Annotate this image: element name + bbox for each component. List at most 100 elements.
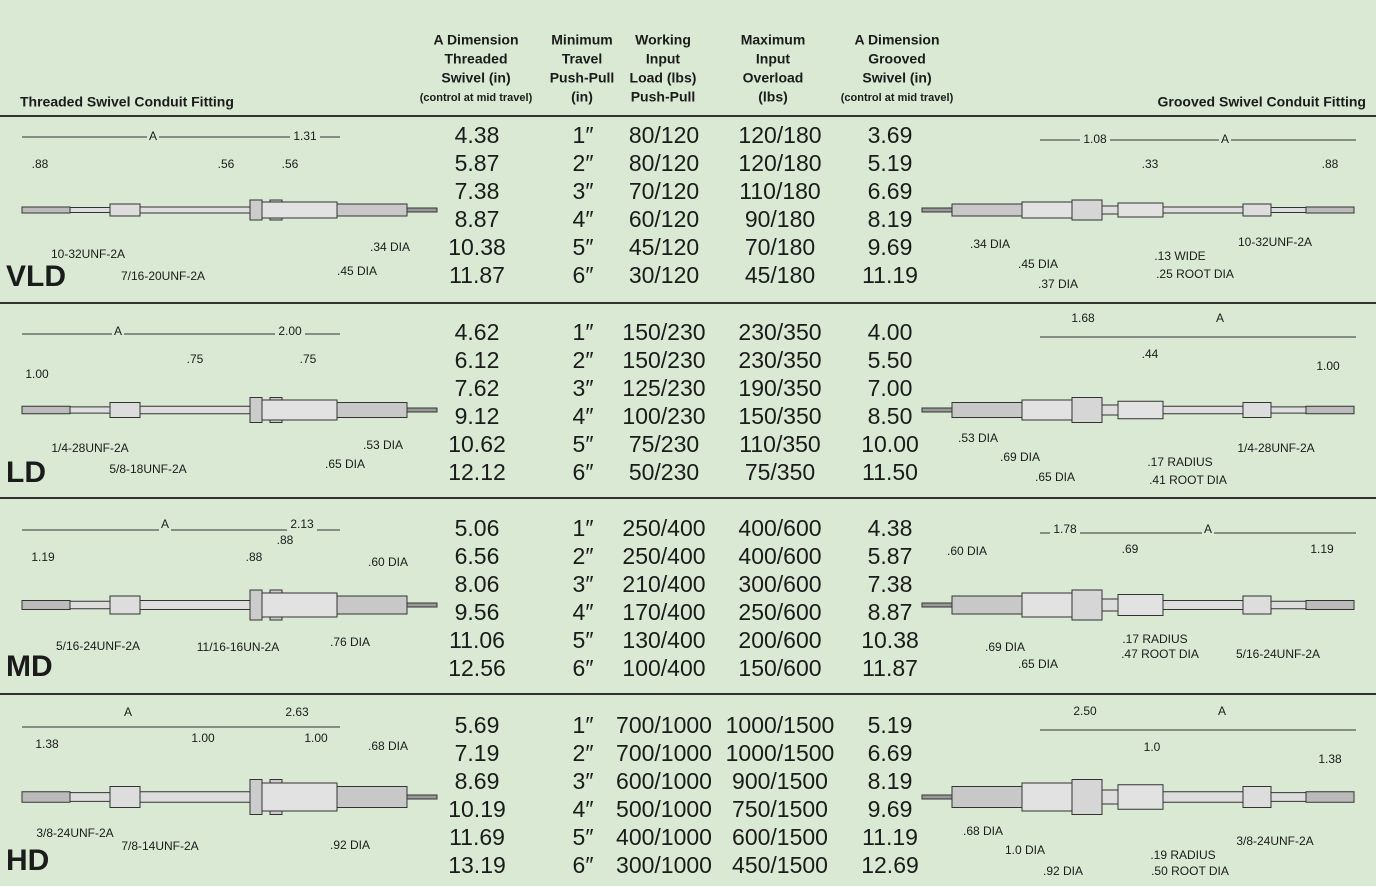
- rod: [140, 406, 250, 414]
- drawing-label: A: [1216, 311, 1224, 325]
- cell: 3″: [573, 178, 594, 204]
- cell: 230/350: [738, 347, 821, 373]
- cell: 5″: [573, 627, 594, 653]
- cell: 150/600: [738, 655, 821, 681]
- drawing-label: 1.19: [31, 550, 55, 564]
- cell: 6″: [573, 852, 594, 878]
- body: [1243, 204, 1271, 216]
- drawing-label: 7/8-14UNF-2A: [121, 839, 198, 853]
- cell: 9.56: [455, 599, 500, 625]
- cell: 11.87: [862, 655, 918, 681]
- cell: 12.69: [861, 852, 919, 878]
- drawing-label: A: [114, 324, 122, 338]
- drawing-label: .33: [1142, 157, 1159, 171]
- drawing-label: 1.00: [1316, 359, 1340, 373]
- drawing-label: 1.0: [1144, 740, 1161, 754]
- conduit: [337, 787, 407, 808]
- drawing-label: .41 ROOT DIA: [1149, 473, 1227, 487]
- drawing-label: .92 DIA: [1043, 864, 1083, 878]
- tip: [922, 408, 952, 412]
- rod: [1271, 407, 1306, 413]
- cell: 300/1000: [616, 852, 712, 878]
- column-header: Threaded: [444, 51, 507, 67]
- cell: 4″: [573, 403, 594, 429]
- drawing-label: .68 DIA: [368, 739, 408, 753]
- drawing-label: 1.0 DIA: [1005, 843, 1045, 857]
- tip: [407, 795, 437, 799]
- drawing-label: 5/8-18UNF-2A: [109, 462, 186, 476]
- cell: 4″: [573, 796, 594, 822]
- cell: 5.19: [868, 150, 913, 176]
- nut: [250, 780, 262, 815]
- drawing-label: .65 DIA: [1035, 470, 1075, 484]
- body: [1118, 785, 1163, 810]
- cell: 8.19: [868, 768, 913, 794]
- conduit: [337, 596, 407, 614]
- body: [262, 783, 337, 811]
- cell: 4.00: [868, 319, 913, 345]
- cell: 900/1500: [732, 768, 828, 794]
- conduit: [952, 403, 1022, 418]
- thread: [22, 207, 70, 213]
- rod: [140, 601, 250, 610]
- cell: 9.69: [868, 796, 913, 822]
- drawing-label: .50 ROOT DIA: [1151, 864, 1229, 878]
- cell: 11.50: [862, 459, 918, 485]
- body: [1243, 403, 1271, 418]
- thread: [22, 792, 70, 803]
- body: [1022, 400, 1072, 420]
- cell: 7.00: [868, 375, 913, 401]
- drawing-label: .13 WIDE: [1154, 249, 1205, 263]
- cell: 4″: [573, 206, 594, 232]
- page: Threaded Swivel Conduit Fitting Grooved …: [0, 0, 1376, 886]
- thread: [1306, 792, 1354, 803]
- drawing-label: A: [124, 705, 132, 719]
- cell: 13.19: [448, 852, 506, 878]
- cell: 45/180: [745, 262, 815, 288]
- cell: 5.50: [868, 347, 913, 373]
- cell: 60/120: [629, 206, 699, 232]
- drawing-label: .34 DIA: [370, 240, 410, 254]
- cell: 700/1000: [616, 712, 712, 738]
- cell: 210/400: [622, 571, 705, 597]
- cell: 10.38: [861, 627, 919, 653]
- tip: [407, 208, 437, 212]
- drawing-label: 11/16-16UN-2A: [197, 640, 280, 654]
- cell: 3″: [573, 571, 594, 597]
- column-header: (in): [571, 89, 593, 105]
- cell: 120/180: [738, 122, 821, 148]
- cell: 3″: [573, 375, 594, 401]
- cell: 10.00: [861, 431, 919, 457]
- drawing-label: .88: [246, 550, 263, 564]
- groove: [1102, 405, 1118, 415]
- cell: 600/1500: [732, 824, 828, 850]
- drawing-label: .53 DIA: [363, 438, 403, 452]
- cell: 80/120: [629, 122, 699, 148]
- cell: 5″: [573, 824, 594, 850]
- cell: 300/600: [738, 571, 821, 597]
- body: [262, 400, 337, 420]
- cell: 10.19: [448, 796, 506, 822]
- drawing-label: A: [1218, 704, 1226, 718]
- cell: 6.56: [455, 543, 500, 569]
- cell: 1000/1500: [726, 740, 835, 766]
- cell: 4″: [573, 599, 594, 625]
- cell: 5.69: [455, 712, 500, 738]
- body: [1072, 398, 1102, 423]
- thread: [1306, 406, 1354, 414]
- cell: 6″: [573, 262, 594, 288]
- cell: 450/1500: [732, 852, 828, 878]
- rod: [1163, 406, 1243, 414]
- body: [110, 403, 140, 418]
- cell: 7.38: [868, 571, 913, 597]
- cell: 5″: [573, 431, 594, 457]
- drawing-label: .17 RADIUS: [1147, 455, 1212, 469]
- rod: [70, 793, 110, 802]
- drawing-label: .56: [282, 157, 299, 171]
- drawing-label: A: [1221, 132, 1229, 146]
- cell: 100/400: [622, 655, 705, 681]
- tip: [407, 408, 437, 412]
- cell: 7.62: [455, 375, 500, 401]
- cell: 400/600: [738, 515, 821, 541]
- column-note: (control at mid travel): [841, 92, 954, 104]
